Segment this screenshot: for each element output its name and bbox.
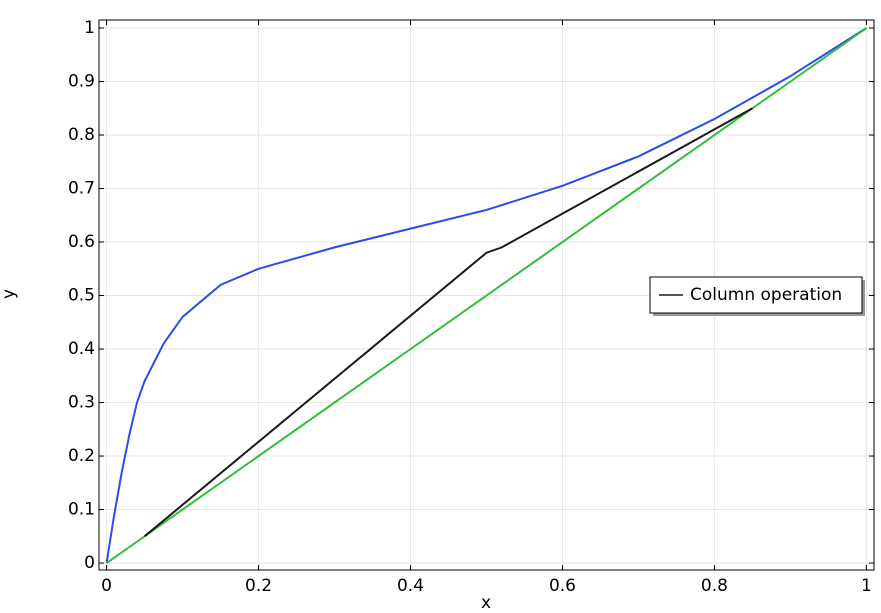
plot-frame [98,19,875,571]
y-tick-label: 0.8 [68,125,95,145]
y-tick-label: 0.2 [68,446,95,466]
x-tick-label: 0.4 [397,576,424,596]
y-tick-label: 0.5 [68,286,95,306]
y-tick-label: 0.9 [68,72,95,92]
y-tick-label: 1 [84,18,95,38]
y-tick-label: 0.1 [68,500,95,520]
x-tick-label: 0.6 [549,576,576,596]
y-tick-label: 0.6 [68,232,95,252]
y-tick-label: 0.3 [68,393,95,413]
x-tick-label: 0.2 [245,576,272,596]
y-axis-label: y [0,289,19,299]
x-axis-label: x [481,593,491,613]
x-tick-label: 1 [861,576,872,596]
legend-box [649,276,863,314]
series-line [106,27,867,564]
series-line [105,27,867,564]
legend-label: Column operation [690,285,842,305]
x-tick-label: 0.8 [701,576,728,596]
x-tick-label: 0 [101,576,112,596]
y-tick-label: 0.7 [68,179,95,199]
series-line [143,107,753,538]
y-tick-label: 0 [84,553,95,573]
y-tick-label: 0.4 [68,339,95,359]
